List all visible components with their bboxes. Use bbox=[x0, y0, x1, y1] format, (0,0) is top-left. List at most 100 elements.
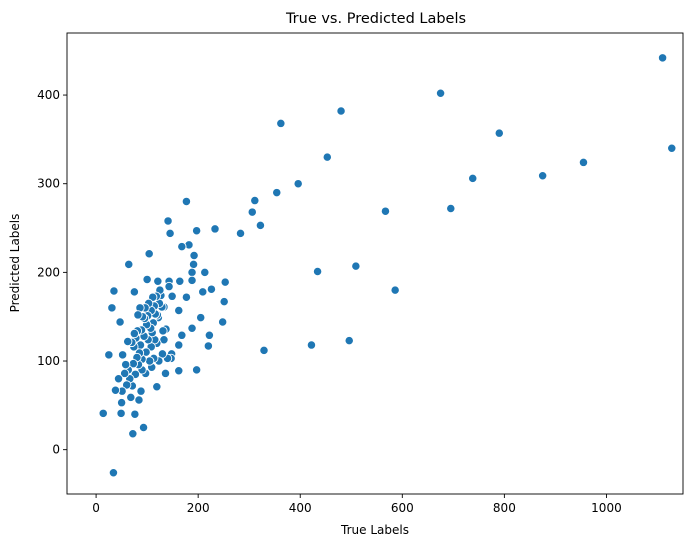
data-point bbox=[116, 398, 127, 408]
data-point bbox=[191, 365, 202, 375]
data-point bbox=[657, 53, 668, 63]
data-point bbox=[138, 422, 149, 433]
data-point bbox=[250, 195, 260, 206]
data-point bbox=[578, 157, 589, 168]
data-point bbox=[120, 368, 130, 379]
data-point bbox=[123, 336, 133, 347]
data-point bbox=[235, 228, 246, 239]
data-point bbox=[126, 392, 136, 403]
data-point bbox=[160, 368, 171, 379]
data-point bbox=[189, 250, 199, 261]
data-point bbox=[175, 276, 185, 286]
plot-area-frame bbox=[66, 32, 684, 495]
data-point bbox=[538, 171, 548, 181]
data-point bbox=[344, 335, 354, 346]
data-point bbox=[129, 287, 140, 297]
data-point bbox=[116, 408, 126, 418]
data-point bbox=[181, 196, 192, 207]
data-point bbox=[306, 340, 317, 350]
data-point bbox=[218, 317, 228, 327]
x-tick-label: 800 bbox=[493, 501, 516, 515]
y-tick-label: 400 bbox=[37, 88, 60, 102]
y-tick-label: 200 bbox=[37, 265, 60, 279]
data-point bbox=[191, 226, 202, 236]
data-point bbox=[117, 350, 128, 360]
x-axis: 0 200 400 600 800 1000 bbox=[92, 494, 622, 515]
data-point bbox=[336, 106, 346, 116]
data-point bbox=[446, 203, 456, 214]
data-point bbox=[247, 207, 257, 217]
x-tick-label: 0 bbox=[92, 501, 100, 515]
data-point bbox=[107, 303, 117, 313]
data-point bbox=[174, 366, 184, 376]
data-point bbox=[122, 380, 132, 390]
data-point bbox=[468, 173, 478, 184]
data-point bbox=[272, 187, 282, 198]
data-point bbox=[435, 88, 446, 98]
data-point bbox=[174, 305, 184, 316]
data-point bbox=[312, 266, 323, 277]
data-point bbox=[104, 350, 114, 360]
data-point bbox=[129, 328, 140, 339]
data-point bbox=[110, 385, 121, 395]
y-axis: 0 100 200 300 400 bbox=[37, 88, 67, 457]
data-point bbox=[142, 274, 152, 285]
data-point bbox=[219, 296, 229, 307]
data-point bbox=[196, 312, 206, 323]
y-axis-label: Predicted Labels bbox=[8, 214, 22, 313]
data-point bbox=[130, 409, 140, 419]
data-point bbox=[220, 277, 230, 287]
data-point bbox=[494, 128, 504, 138]
x-axis-label: True Labels bbox=[340, 523, 409, 537]
chart-title: True vs. Predicted Labels bbox=[285, 11, 466, 27]
x-tick-label: 200 bbox=[187, 501, 210, 515]
data-point bbox=[165, 228, 175, 239]
data-point bbox=[177, 330, 187, 340]
data-point bbox=[164, 281, 174, 292]
data-point bbox=[667, 143, 677, 153]
data-point bbox=[259, 345, 269, 356]
data-point bbox=[390, 285, 400, 295]
data-point bbox=[206, 284, 217, 294]
x-tick-label: 400 bbox=[289, 501, 312, 515]
data-point bbox=[133, 310, 143, 320]
data-point bbox=[163, 216, 173, 226]
data-point bbox=[293, 179, 303, 189]
x-tick-label: 1000 bbox=[591, 501, 622, 515]
data-point bbox=[203, 341, 214, 351]
data-point bbox=[177, 242, 187, 252]
data-point bbox=[98, 408, 108, 418]
data-point bbox=[380, 206, 391, 216]
data-point bbox=[108, 468, 119, 478]
data-point bbox=[121, 359, 131, 370]
y-tick-label: 300 bbox=[37, 177, 60, 191]
data-point bbox=[115, 317, 125, 327]
data-point bbox=[158, 326, 168, 336]
data-point bbox=[134, 395, 144, 405]
data-point bbox=[113, 374, 124, 384]
data-point bbox=[145, 356, 155, 366]
data-point bbox=[276, 118, 286, 129]
data-points bbox=[98, 53, 677, 478]
data-point bbox=[128, 429, 138, 439]
data-point bbox=[351, 261, 361, 271]
data-point bbox=[188, 259, 199, 270]
data-point bbox=[136, 386, 146, 396]
data-point bbox=[204, 330, 215, 340]
data-point bbox=[144, 249, 154, 259]
data-point bbox=[322, 152, 332, 162]
data-point bbox=[198, 287, 208, 297]
data-point bbox=[200, 267, 210, 278]
data-point bbox=[152, 382, 162, 392]
data-point bbox=[181, 292, 192, 302]
data-point bbox=[109, 286, 119, 296]
data-point bbox=[167, 291, 177, 301]
data-point bbox=[174, 340, 184, 350]
data-point bbox=[255, 220, 266, 231]
data-point bbox=[124, 259, 134, 270]
data-point bbox=[210, 224, 220, 234]
y-tick-label: 100 bbox=[37, 354, 60, 368]
data-point bbox=[187, 267, 197, 278]
x-tick-label: 600 bbox=[391, 501, 414, 515]
